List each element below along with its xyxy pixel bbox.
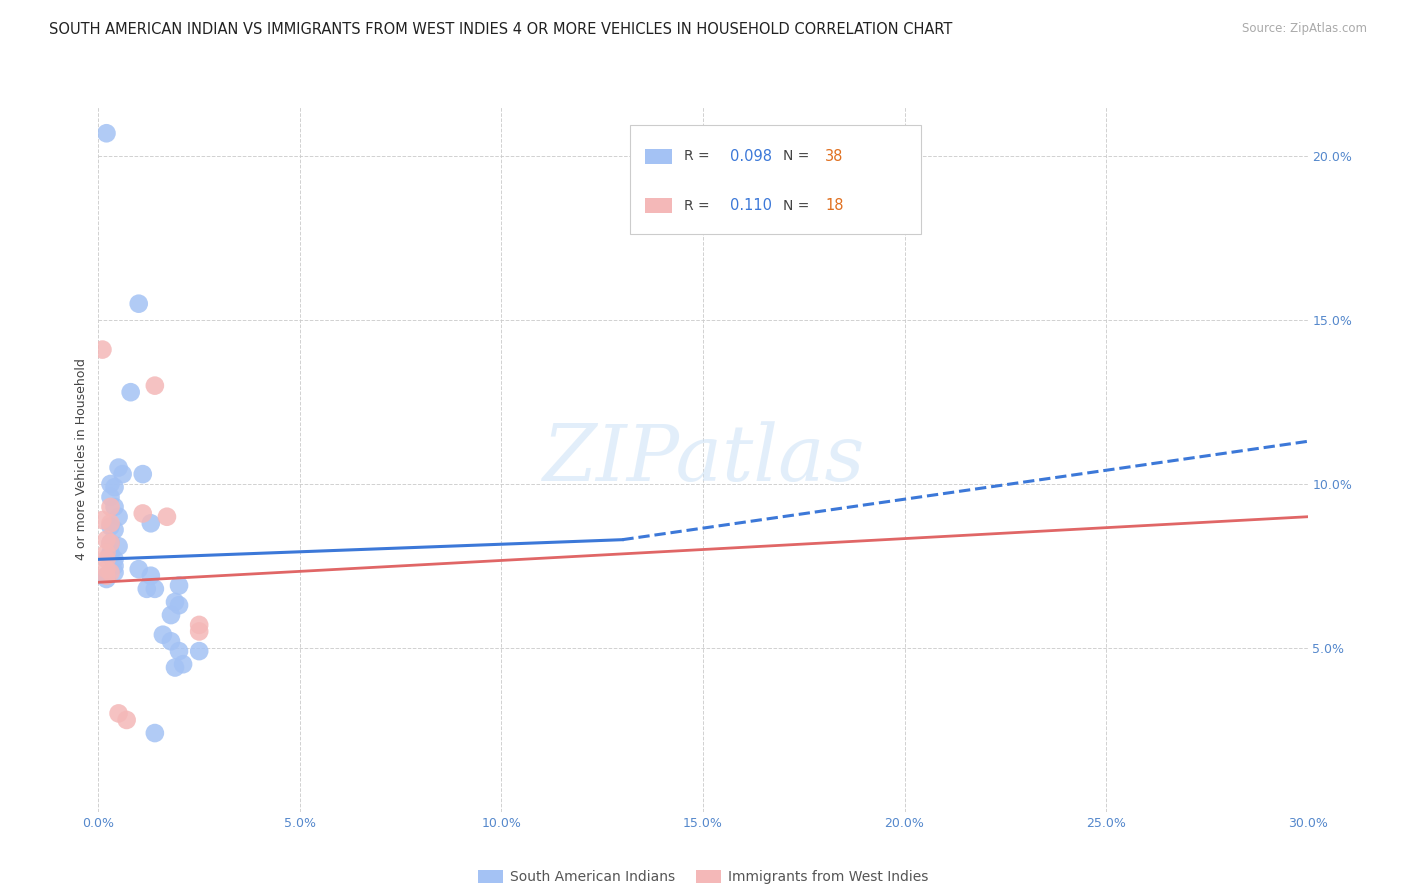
Point: [100, 519, 122, 533]
Point: [96, 568, 118, 582]
Text: 0.110: 0.110: [730, 198, 772, 213]
Point: [100, 477, 122, 491]
Point: [91, 513, 114, 527]
Point: [167, 644, 190, 658]
Point: [188, 618, 211, 632]
Point: [100, 536, 122, 550]
Point: [143, 726, 166, 740]
Point: [96, 562, 118, 576]
Point: [188, 644, 211, 658]
Point: [107, 706, 129, 721]
Point: [120, 385, 142, 400]
Text: SOUTH AMERICAN INDIAN VS IMMIGRANTS FROM WEST INDIES 4 OR MORE VEHICLES IN HOUSE: SOUTH AMERICAN INDIAN VS IMMIGRANTS FROM…: [49, 22, 953, 37]
Text: 18: 18: [825, 198, 844, 213]
Bar: [630, 125, 921, 234]
Point: [167, 578, 190, 592]
Legend: South American Indians, Immigrants from West Indies: South American Indians, Immigrants from …: [472, 864, 934, 890]
Text: R =: R =: [683, 199, 714, 212]
Point: [96, 568, 118, 582]
Point: [100, 516, 122, 531]
Y-axis label: 4 or more Vehicles in Household: 4 or more Vehicles in Household: [75, 359, 89, 560]
Point: [167, 599, 190, 613]
Text: Source: ZipAtlas.com: Source: ZipAtlas.com: [1241, 22, 1367, 36]
Point: [107, 509, 129, 524]
Text: R =: R =: [683, 149, 714, 163]
Point: [160, 634, 183, 648]
Point: [103, 566, 125, 580]
Point: [111, 467, 134, 482]
Point: [139, 568, 162, 582]
Point: [163, 595, 186, 609]
Point: [188, 624, 211, 639]
Point: [100, 566, 122, 580]
Point: [156, 509, 179, 524]
Point: [100, 549, 122, 563]
Point: [103, 552, 125, 566]
Point: [91, 343, 114, 357]
Text: 0.098: 0.098: [730, 149, 772, 164]
Point: [128, 296, 150, 310]
Bar: [645, 198, 672, 213]
Point: [100, 490, 122, 504]
Point: [96, 533, 118, 547]
Text: N =: N =: [783, 199, 814, 212]
Point: [132, 467, 155, 482]
Point: [103, 558, 125, 573]
Point: [128, 562, 150, 576]
Point: [100, 546, 122, 560]
Point: [100, 536, 122, 550]
Point: [135, 582, 157, 596]
Point: [132, 507, 155, 521]
Point: [143, 582, 166, 596]
Point: [139, 516, 162, 531]
Point: [100, 500, 122, 514]
Point: [160, 608, 183, 623]
Point: [103, 523, 125, 537]
Point: [103, 500, 125, 514]
Text: N =: N =: [783, 149, 814, 163]
Point: [96, 546, 118, 560]
Bar: [645, 149, 672, 164]
Text: ZIPatlas: ZIPatlas: [541, 421, 865, 498]
Point: [103, 480, 125, 494]
Point: [107, 460, 129, 475]
Point: [143, 378, 166, 392]
Point: [96, 572, 118, 586]
Point: [152, 628, 174, 642]
Point: [107, 539, 129, 553]
Text: 38: 38: [825, 149, 844, 164]
Point: [96, 552, 118, 566]
Point: [172, 657, 194, 672]
Point: [163, 660, 186, 674]
Point: [115, 713, 138, 727]
Point: [96, 126, 118, 140]
